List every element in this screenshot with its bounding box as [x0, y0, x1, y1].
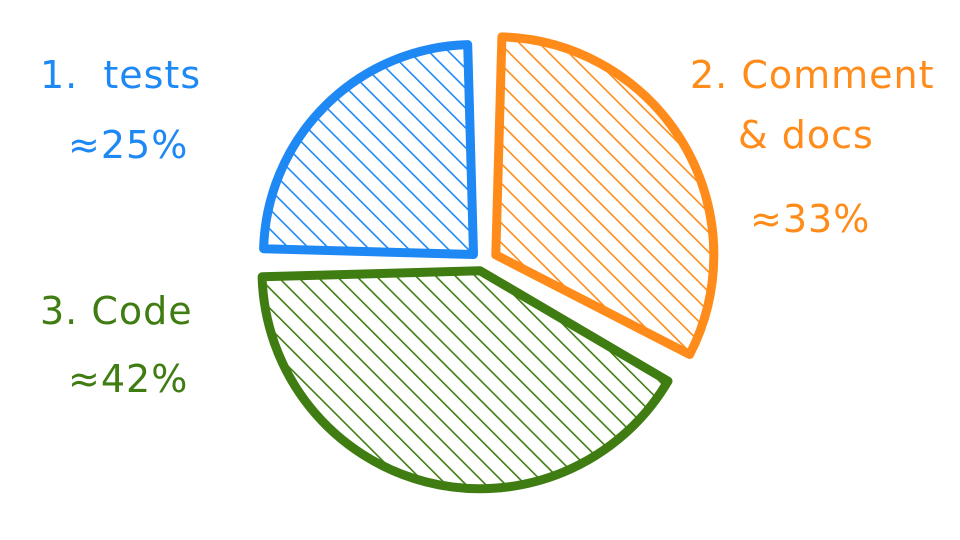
slice-1-rank: 1.	[40, 53, 78, 97]
slice-1-value: ≈25%	[68, 123, 188, 167]
pie-slices	[257, 32, 719, 494]
slice-1-name: tests	[103, 53, 201, 97]
slice-3-value: ≈42%	[68, 357, 188, 401]
pie-slice-3	[257, 266, 673, 494]
pie-slice-1	[259, 40, 478, 259]
slice-1-label: 1. tests	[40, 53, 201, 97]
pie-slice-2	[491, 32, 719, 359]
slice-2-name-line2: & docs	[738, 113, 874, 157]
slice-2-rank: 2.	[690, 53, 728, 97]
slice-3-label: 3. Code	[40, 289, 193, 333]
slice-2-name-line1: Comment	[741, 53, 934, 97]
slice-2-value: ≈33%	[750, 197, 870, 241]
slice-3-name: Code	[91, 289, 192, 333]
slice-3-rank: 3.	[40, 289, 78, 333]
slice-2-label: 2. Comment & docs	[690, 53, 948, 157]
